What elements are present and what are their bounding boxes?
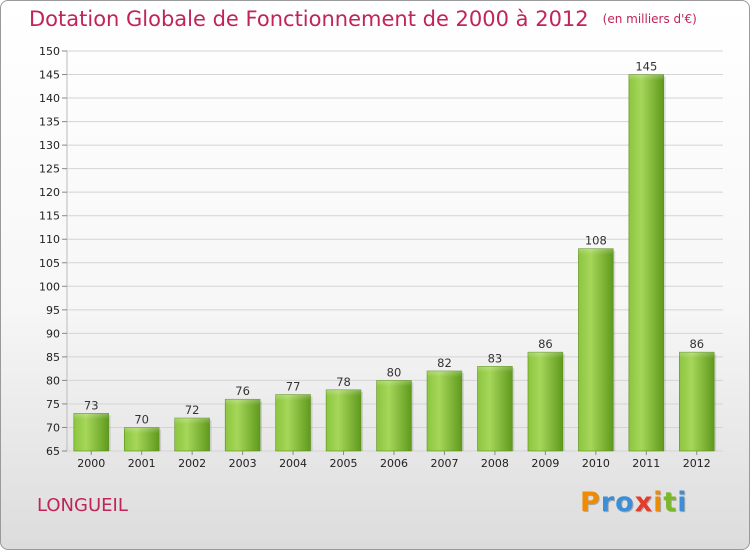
bar-highlight	[578, 248, 614, 255]
x-tick-label: 2009	[531, 457, 559, 470]
data-label: 86	[689, 337, 704, 351]
proxiti-logo: Proxiti	[580, 487, 688, 518]
y-tick-label: 75	[46, 398, 60, 411]
chart-title-text: Dotation Globale de Fonctionnement de 20…	[29, 7, 589, 31]
bar-highlight	[477, 366, 513, 373]
x-tick-label: 2005	[330, 457, 358, 470]
y-tick-label: 80	[46, 374, 60, 387]
logo-letter: o	[615, 487, 635, 518]
logo-letter: r	[600, 487, 616, 518]
logo-letter: t	[663, 487, 678, 518]
x-tick-label: 2008	[481, 457, 509, 470]
x-tick-label: 2011	[632, 457, 660, 470]
logo-letter: i	[653, 487, 664, 518]
x-tick-label: 2001	[128, 457, 156, 470]
bar-highlight	[376, 380, 412, 387]
chart-subtitle: (en milliers d'€)	[602, 12, 697, 26]
data-label: 76	[235, 384, 250, 398]
bar-highlight	[679, 352, 715, 359]
x-tick-label: 2007	[430, 457, 458, 470]
y-tick-label: 100	[39, 280, 60, 293]
data-label: 72	[185, 403, 200, 417]
data-label: 83	[488, 351, 503, 365]
bar	[628, 74, 665, 452]
data-label: 73	[84, 398, 99, 412]
bar-highlight	[326, 389, 361, 396]
y-tick-label: 85	[46, 351, 60, 364]
y-tick-label: 90	[46, 327, 60, 340]
data-label: 80	[387, 365, 402, 379]
y-tick-label: 65	[46, 445, 60, 458]
data-label: 77	[286, 380, 301, 394]
bar	[275, 394, 311, 452]
data-label: 145	[635, 60, 657, 74]
x-tick-label: 2002	[178, 457, 206, 470]
bar	[376, 380, 412, 452]
y-tick-label: 145	[39, 69, 60, 82]
x-tick-label: 2006	[380, 457, 408, 470]
place-name: LONGUEIL	[37, 495, 128, 516]
y-tick-label: 110	[39, 233, 60, 246]
x-tick-label: 2004	[279, 457, 307, 470]
y-tick-label: 150	[39, 45, 60, 58]
bar	[224, 398, 261, 452]
x-tick-label: 2000	[77, 457, 105, 470]
bar-highlight	[628, 74, 664, 81]
data-label: 108	[585, 234, 607, 248]
y-tick-label: 115	[39, 210, 60, 223]
logo-letter: x	[634, 487, 654, 518]
bar-highlight	[174, 418, 210, 425]
y-tick-label: 95	[46, 304, 60, 317]
bar-highlight	[427, 371, 462, 377]
y-tick-label: 125	[39, 163, 60, 176]
bar-highlight	[73, 413, 109, 420]
bar	[578, 248, 614, 452]
x-tick-label: 2003	[229, 457, 257, 470]
bar	[426, 370, 463, 452]
data-label: 86	[538, 337, 553, 351]
logo-letter: i	[677, 487, 688, 518]
logo-letter: P	[580, 487, 601, 518]
y-tick-label: 105	[39, 257, 60, 270]
chart-title: Dotation Globale de Fonctionnement de 20…	[29, 7, 697, 31]
data-label: 70	[134, 412, 149, 426]
bar	[73, 413, 109, 452]
bar-highlight	[225, 399, 261, 406]
data-label: 82	[437, 356, 452, 370]
bar-highlight	[124, 427, 160, 434]
bar	[325, 389, 362, 452]
y-tick-label: 135	[39, 116, 60, 129]
bar	[527, 351, 564, 452]
x-tick-label: 2010	[582, 457, 610, 470]
y-tick-label: 70	[46, 421, 60, 434]
bar-highlight	[527, 352, 563, 359]
bar	[679, 351, 715, 452]
x-tick-label: 2012	[683, 457, 711, 470]
y-tick-label: 130	[39, 139, 60, 152]
bar-highlight	[275, 394, 311, 401]
y-tick-label: 140	[39, 92, 60, 105]
y-tick-label: 120	[39, 186, 60, 199]
data-label: 78	[336, 375, 351, 389]
bar	[477, 365, 513, 452]
